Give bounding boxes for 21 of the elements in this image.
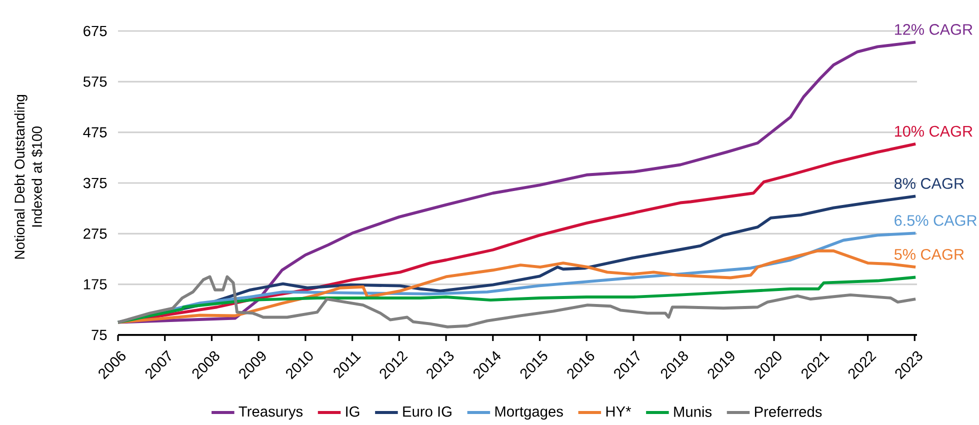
line-series	[116, 249, 918, 324]
y-tick-label: 475	[83, 127, 107, 138]
legend-label: Munis	[674, 406, 712, 417]
legend-label: Euro IG	[403, 406, 452, 417]
y-tick-label: 75	[92, 330, 107, 340]
y-tick-label: 375	[83, 178, 107, 188]
annotation: 6.5% CAGR	[894, 215, 977, 226]
y-tick-label: 575	[83, 76, 107, 87]
legend-label: Preferreds	[754, 406, 822, 417]
annotation: 10% CAGR	[895, 126, 972, 137]
legend-label: Treasurys	[238, 406, 303, 420]
legend-label: HY*	[606, 406, 632, 417]
y-tick-label: 675	[84, 26, 107, 36]
annotation: 5% CAGR	[894, 248, 964, 260]
y-tick-label: 175	[84, 279, 107, 290]
legend-label: Mortgages	[495, 406, 563, 420]
annotation: 8% CAGR	[894, 178, 964, 189]
legend-label: IG	[346, 406, 360, 417]
annotation: 12% CAGR	[895, 24, 972, 35]
y-tick-label: 275	[84, 228, 107, 239]
y-axis-title: Notional Debt Outstanding Indexed at $100	[14, 94, 43, 259]
